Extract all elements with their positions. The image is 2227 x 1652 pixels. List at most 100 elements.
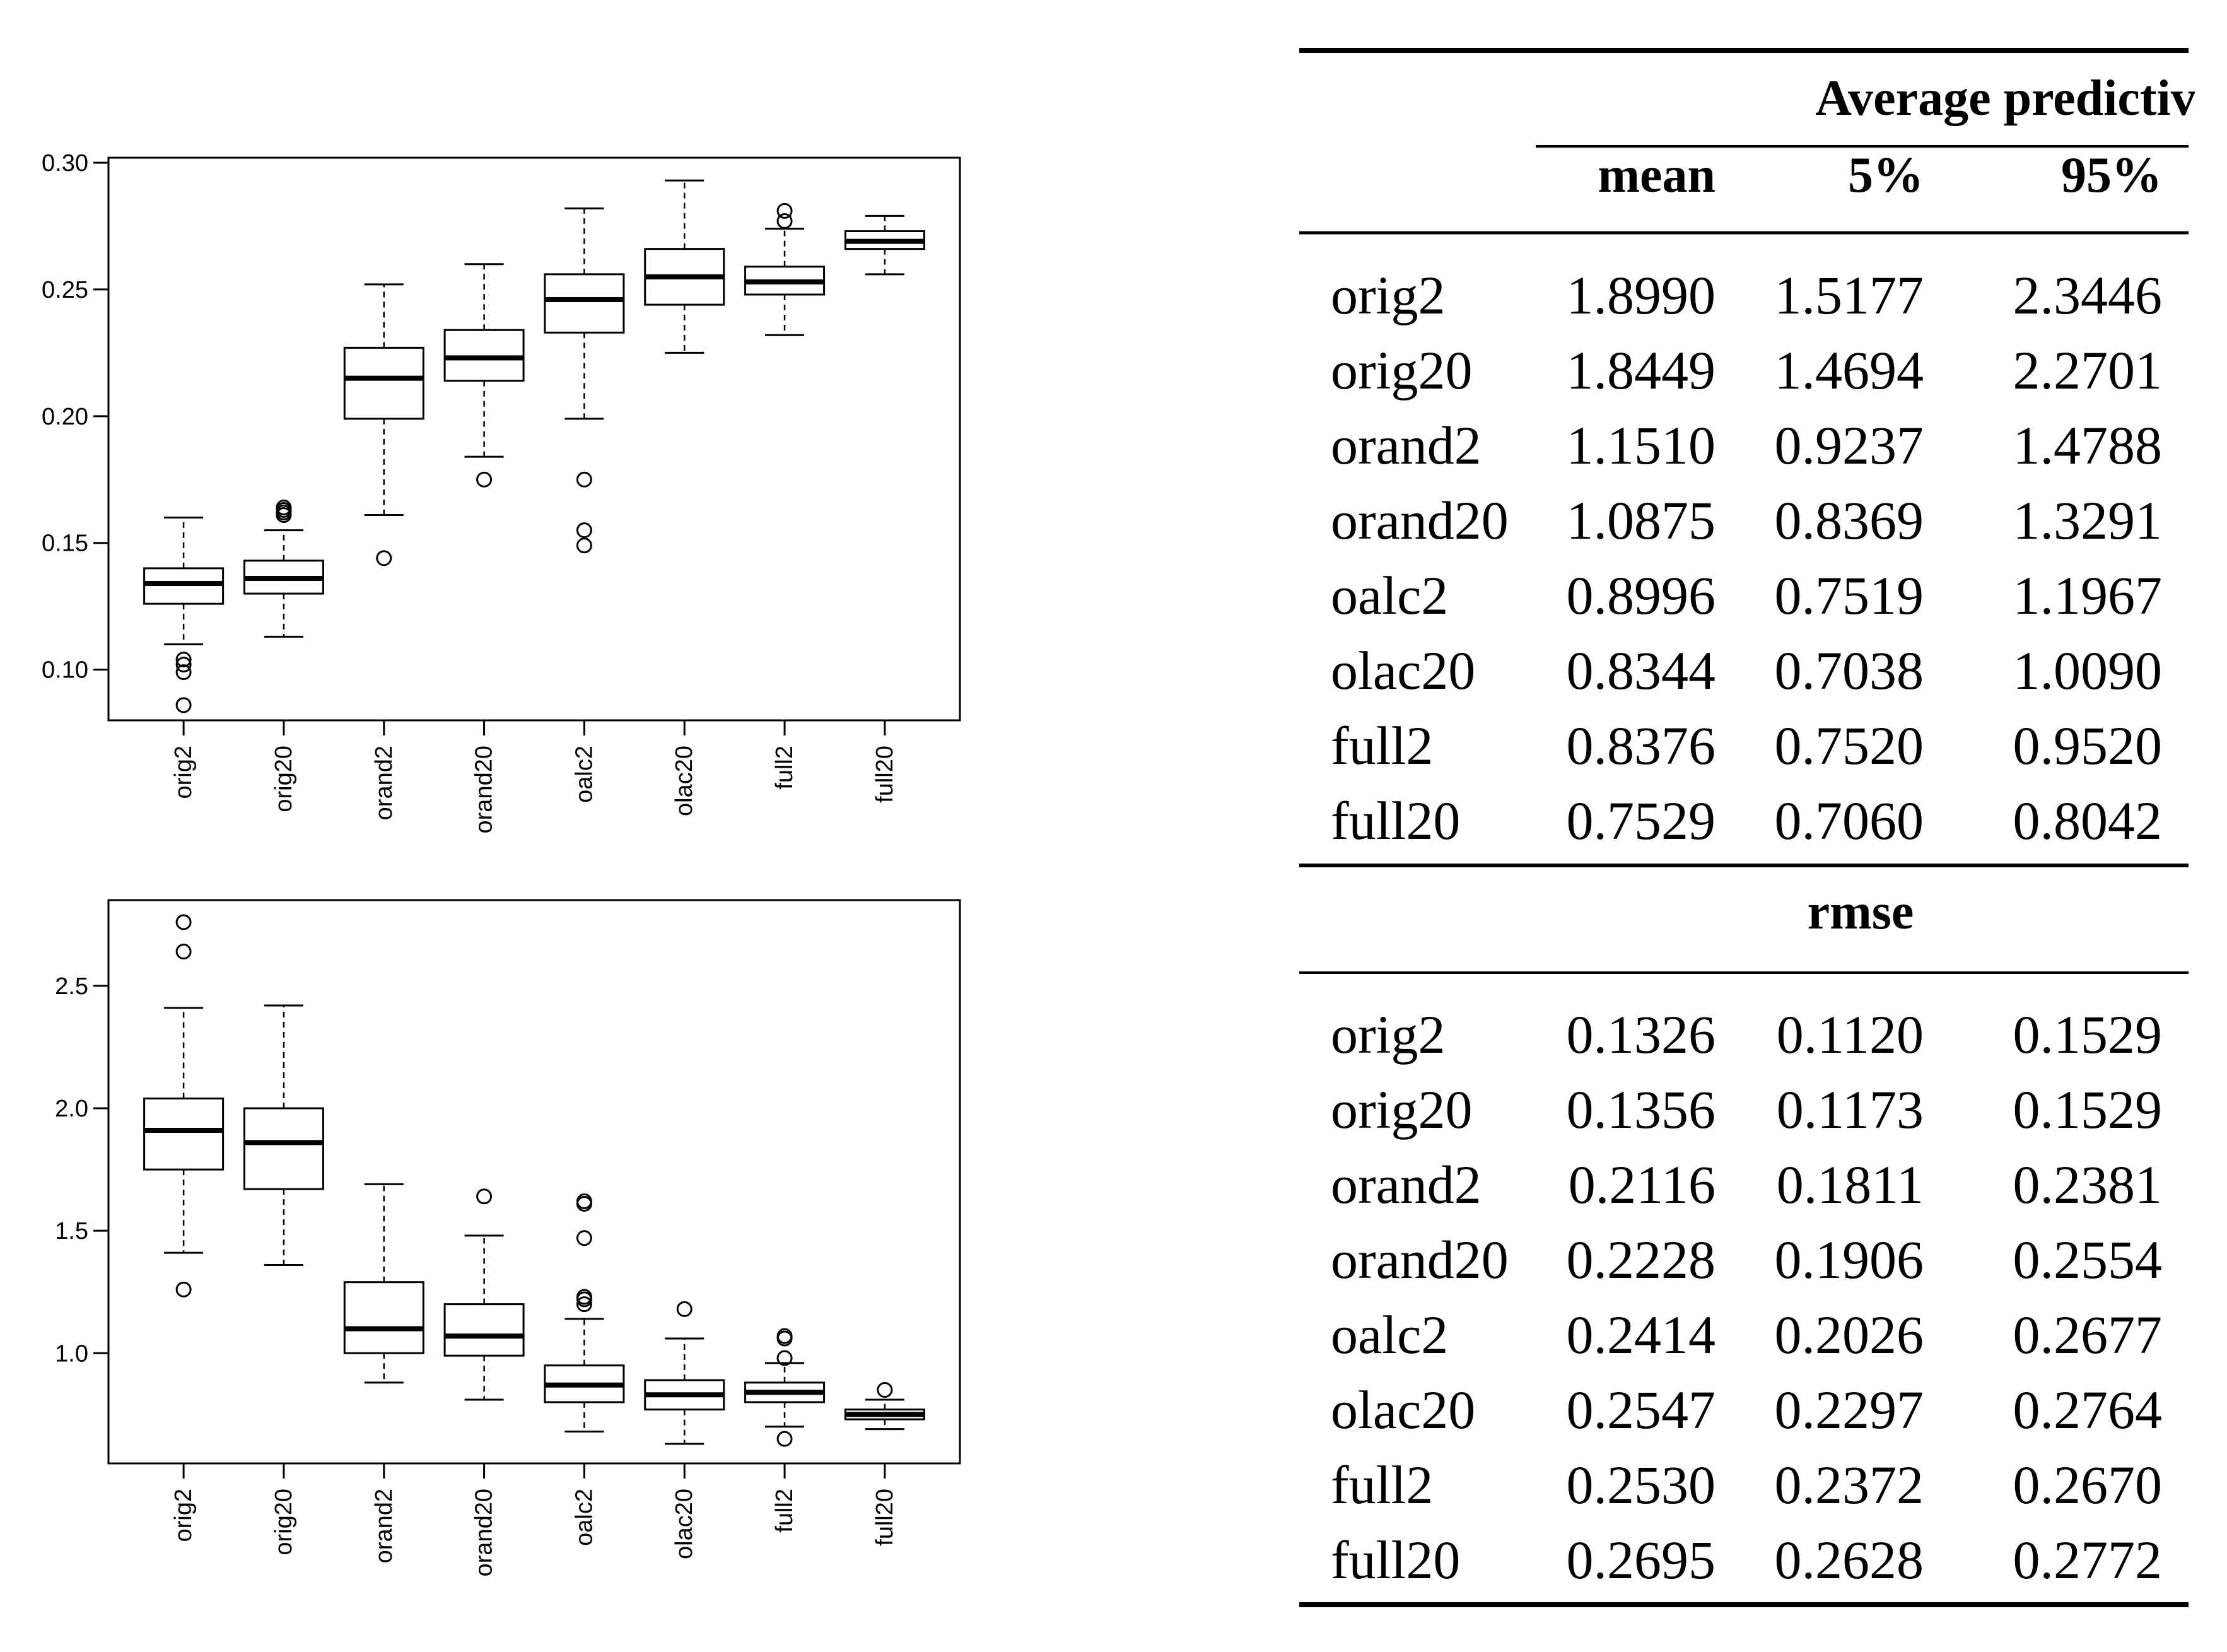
table-cell: 0.2547 [1567, 1380, 1716, 1440]
table-cell: 0.9237 [1775, 415, 1924, 476]
x-tick-label: full2 [771, 1489, 798, 1533]
table-cell: 0.2026 [1775, 1304, 1924, 1365]
outlier-point [576, 1230, 592, 1246]
outlier-point [276, 507, 292, 524]
box-orig20 [243, 1004, 324, 1267]
table-cell: 0.2772 [2013, 1530, 2163, 1590]
x-tick-label: orand2 [371, 1489, 397, 1563]
box-olac20 [644, 179, 725, 354]
x-tick-label: full20 [872, 1489, 898, 1546]
table-cell: 0.1811 [1777, 1154, 1924, 1215]
box-oalc2 [544, 1193, 625, 1433]
outlier-point [776, 202, 793, 219]
row-label: oalc2 [1331, 1304, 1448, 1365]
table-cell: 1.3291 [2013, 490, 2163, 551]
table-cell: 0.1120 [1777, 1004, 1924, 1065]
outlier-point [576, 1193, 592, 1210]
table-cell: 0.2554 [2013, 1229, 2163, 1290]
table-cell: 0.2297 [1775, 1380, 1924, 1440]
row-label: orand20 [1331, 490, 1509, 551]
outlier-point [175, 914, 192, 930]
table-cell: 1.4694 [1775, 340, 1924, 401]
table-row: orand20 0.2228 0.1906 0.2554 [1331, 1229, 2162, 1290]
outlier-point [175, 652, 192, 668]
outlier-point [175, 944, 192, 960]
outlier-point [776, 1431, 793, 1447]
y-tick-label: 0.30 [42, 150, 88, 177]
outlier-point [175, 697, 192, 713]
table-cell: 0.2628 [1775, 1530, 1924, 1590]
x-tick-label: orand20 [471, 1489, 498, 1576]
iqr-box [143, 1097, 225, 1171]
box-orig2 [143, 517, 225, 713]
iqr-box [343, 1281, 424, 1354]
table-row: orand20 1.0875 0.8369 1.3291 [1331, 490, 2162, 551]
row-label: orig20 [1331, 340, 1473, 401]
density-boxplot: 1.0 1.5 2.0 2.5 orig2 orig20 orand2 orand20 oalc… [55, 899, 961, 1576]
y-tick-label: 0.20 [42, 404, 88, 430]
x-tick-label: olac20 [671, 746, 698, 816]
row-label: full2 [1331, 715, 1433, 776]
row-label: full20 [1331, 1530, 1460, 1590]
table-cell: 0.8344 [1567, 640, 1716, 701]
table-cell: 1.8990 [1567, 265, 1716, 325]
x-tick-label: oalc2 [571, 746, 597, 803]
outlier-point [175, 657, 192, 673]
outlier-point [576, 537, 592, 554]
table-cell: 0.7038 [1775, 640, 1924, 701]
column-header-0: mean [1598, 148, 1716, 203]
table-cell: 0.1326 [1567, 1004, 1716, 1065]
outlier-point [576, 1289, 592, 1305]
y-tick-label: 0.25 [42, 277, 88, 303]
y-tick-label: 1.5 [55, 1218, 88, 1245]
y-tick-label: 2.0 [55, 1096, 88, 1122]
x-tick-label: orig2 [170, 1489, 197, 1542]
table-row: orig20 1.8449 1.4694 2.2701 [1331, 340, 2162, 401]
table-row: orig2 1.8990 1.5177 2.3446 [1331, 265, 2162, 325]
table-row: oalc2 0.2414 0.2026 0.2677 [1331, 1304, 2162, 1365]
iqr-box [443, 1303, 525, 1357]
x-tick-label: orig20 [271, 746, 297, 812]
table-cell: 0.7060 [1775, 790, 1924, 851]
table-cell: 0.2670 [2013, 1455, 2163, 1515]
table-cell: 0.8996 [1567, 565, 1716, 626]
iqr-box [243, 1107, 324, 1190]
table-cell: 1.1510 [1567, 415, 1716, 476]
row-label: orig2 [1331, 265, 1446, 325]
table-cell: 1.0090 [2013, 640, 2163, 701]
row-label: orand2 [1331, 415, 1482, 476]
table-cell: 0.1529 [2013, 1004, 2163, 1065]
table-cell: 0.2695 [1567, 1530, 1716, 1590]
box-full2 [744, 202, 826, 336]
table-row: oalc2 0.8996 0.7519 1.1967 [1331, 565, 2162, 626]
table-cell: 0.2372 [1775, 1455, 1924, 1515]
box-full20 [844, 1382, 925, 1431]
table-cell: 1.4788 [2013, 415, 2163, 476]
table-cell: 0.2116 [1569, 1154, 1716, 1215]
iqr-box [443, 329, 525, 382]
x-tick-label: orig20 [271, 1489, 297, 1555]
outlier-point [576, 522, 592, 539]
box-orand2 [343, 1183, 424, 1384]
table-cell: 0.8369 [1775, 490, 1924, 551]
table-row: orand2 0.2116 0.1811 0.2381 [1331, 1154, 2162, 1215]
row-label: orig2 [1331, 1004, 1446, 1065]
table-cell: 0.7529 [1567, 790, 1716, 851]
table-cell: 0.8376 [1567, 715, 1716, 776]
table-cell: 1.0875 [1567, 490, 1716, 551]
box-full2 [744, 1328, 826, 1447]
box-orand20 [443, 263, 525, 488]
outlier-point [476, 1188, 493, 1205]
boxplot-panel: 0.10 0.15 0.20 0.25 0.30 orig2 orig20 orand2 ora… [0, 0, 984, 1652]
y-tick-label: 0.15 [42, 530, 88, 557]
row-label: full20 [1331, 790, 1460, 851]
section-title: rmse [1808, 884, 1914, 940]
rmse-boxplot: 0.10 0.15 0.20 0.25 0.30 orig2 orig20 orand2 ora… [42, 150, 961, 833]
table-cell: 0.7520 [1775, 715, 1924, 776]
outlier-point [776, 213, 793, 229]
table-cell: 1.1967 [2013, 565, 2163, 626]
table-cell: 0.2228 [1567, 1229, 1716, 1290]
table-row: olac20 0.2547 0.2297 0.2764 [1331, 1380, 2162, 1440]
table-cell: 0.1529 [2013, 1079, 2163, 1140]
box-full20 [844, 214, 925, 276]
